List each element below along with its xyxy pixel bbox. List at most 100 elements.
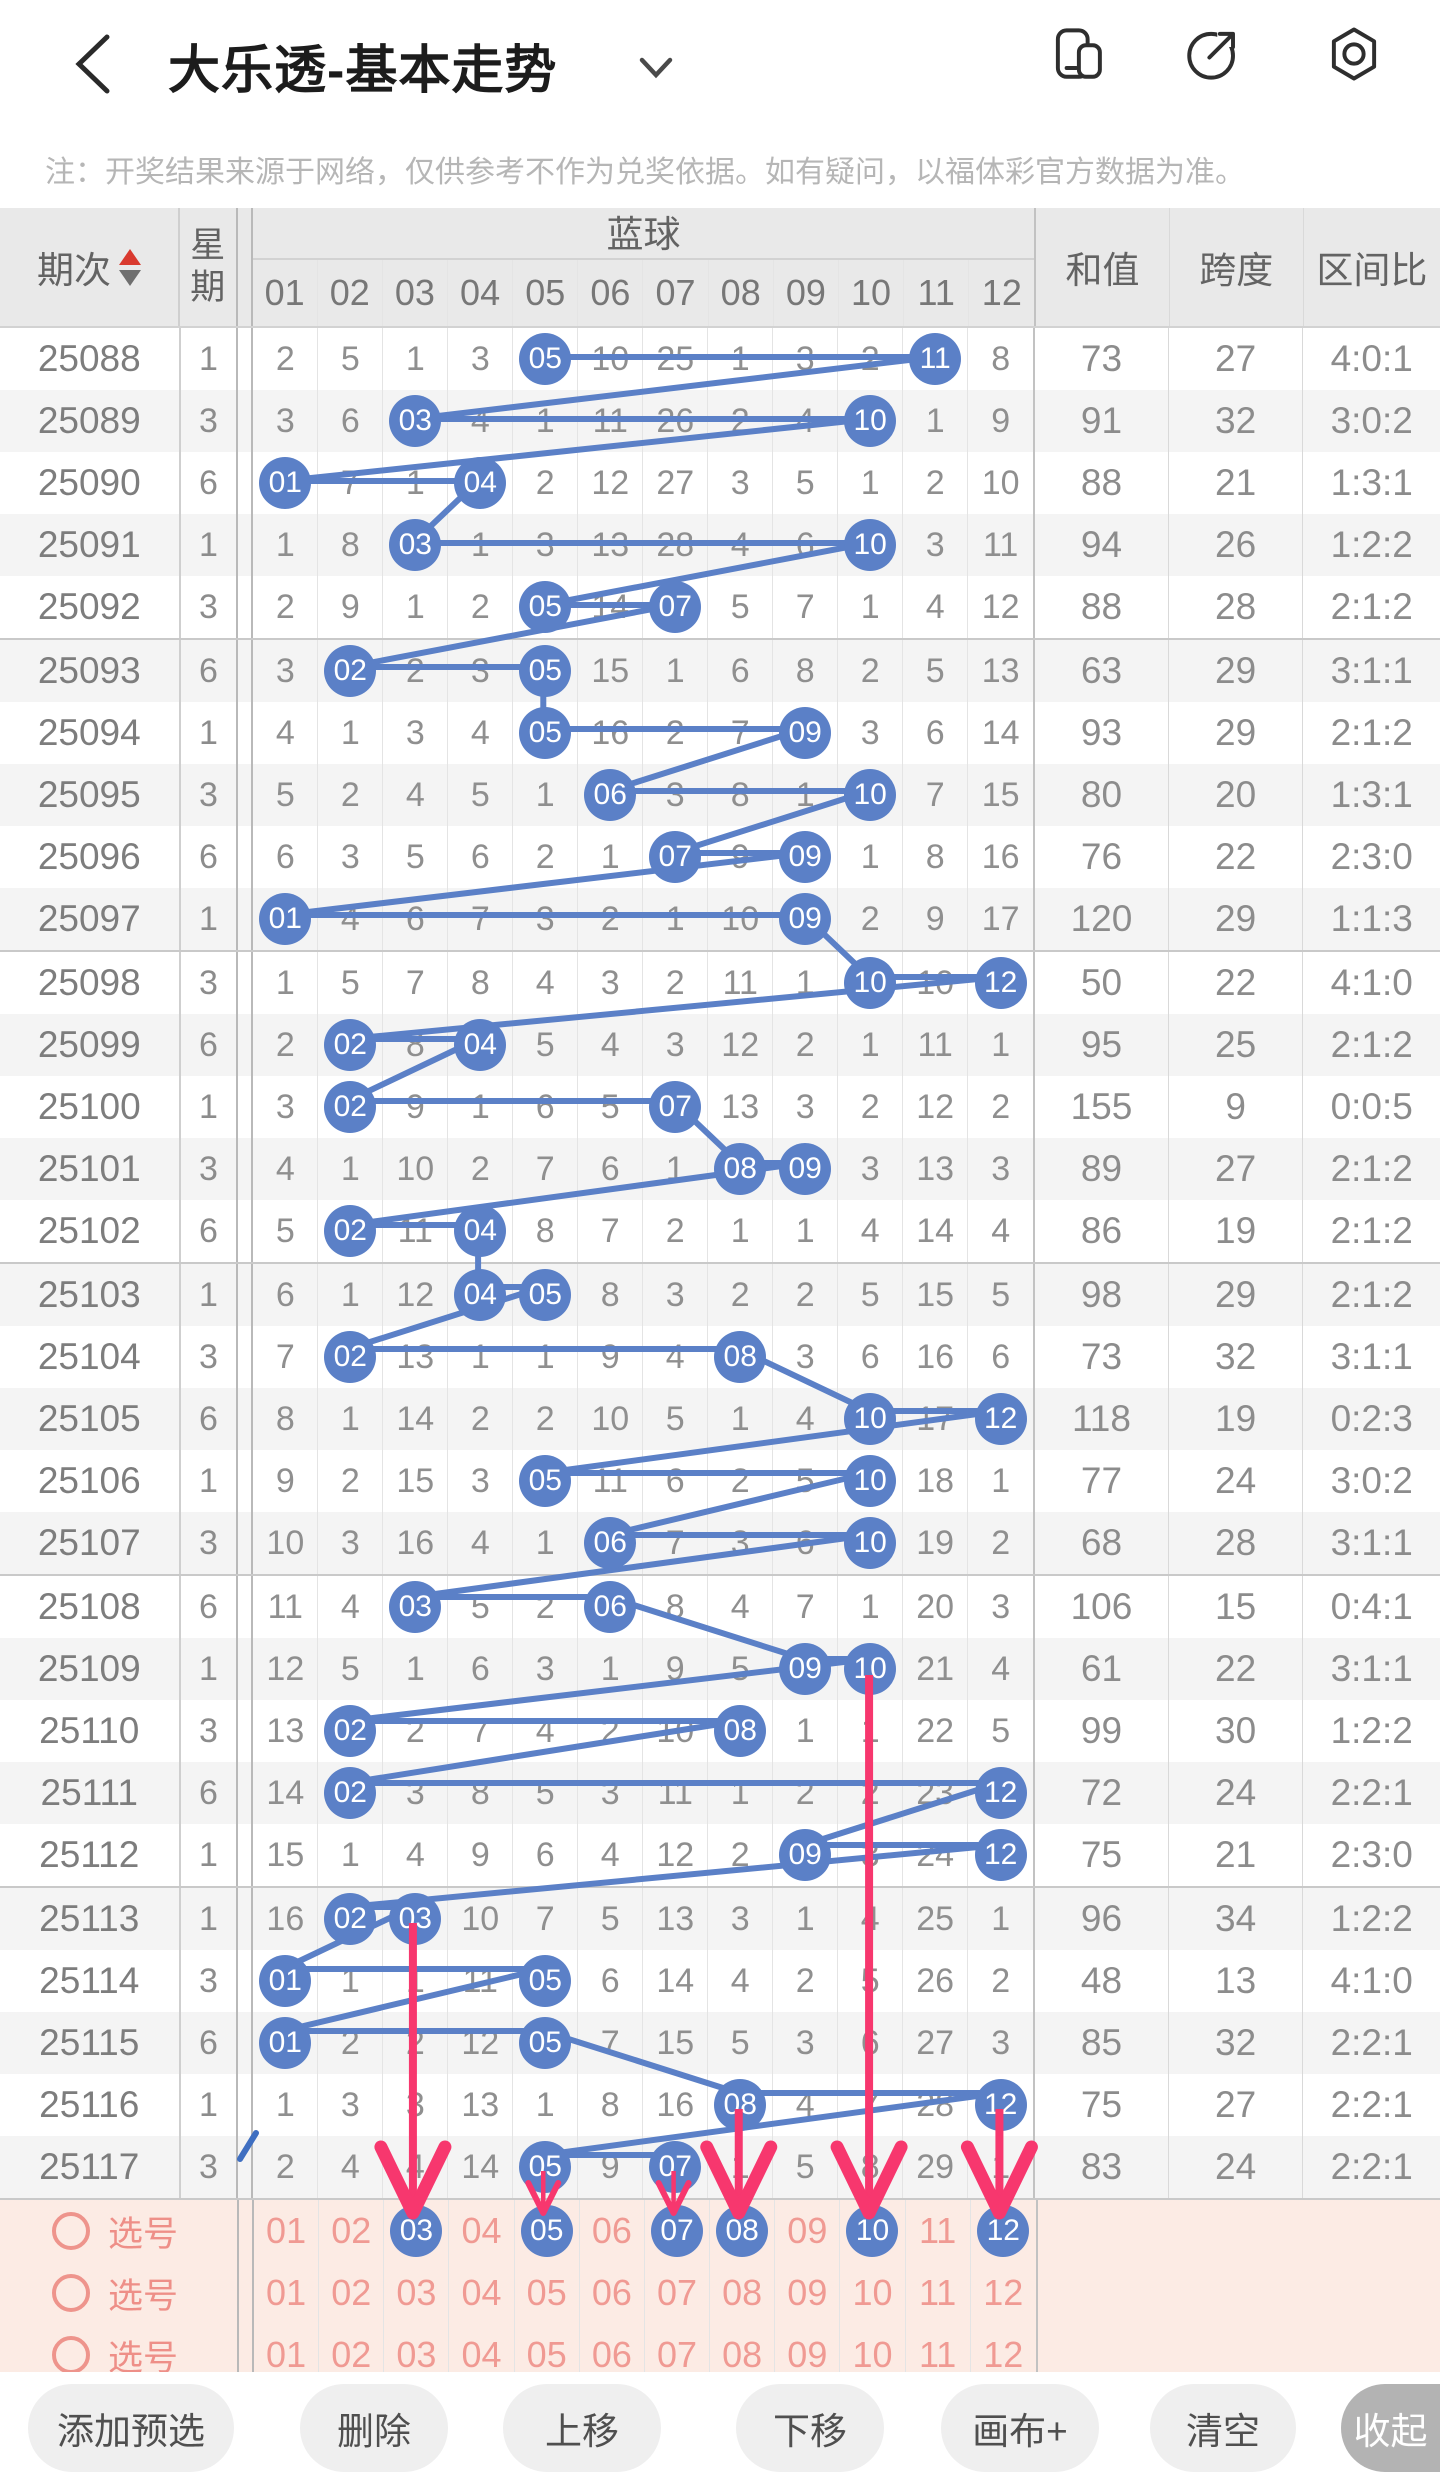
- hit-cell: 12: [968, 1388, 1033, 1450]
- selection-number-cell[interactable]: 03: [384, 2200, 450, 2262]
- selection-number-cell[interactable]: 12: [971, 2200, 1036, 2262]
- selection-number-cell[interactable]: 11: [906, 2200, 971, 2262]
- miss-count-cell: 1: [643, 1138, 709, 1200]
- selection-number-cell[interactable]: 08: [710, 2200, 776, 2262]
- selection-number-cell[interactable]: 12: [983, 2334, 1024, 2375]
- hit-cell: 10: [838, 1512, 904, 1574]
- selection-number-cell[interactable]: 05: [515, 2324, 580, 2386]
- miss-count-cell: 1: [383, 1950, 449, 2012]
- period-header[interactable]: 期次: [0, 208, 180, 326]
- period-cell: 25095: [0, 764, 181, 826]
- ratio-cell: 3:1:1: [1302, 640, 1440, 702]
- selection-number-cell[interactable]: 01: [254, 2262, 320, 2324]
- selected-ball[interactable]: 12: [977, 2205, 1030, 2257]
- selection-number-cell[interactable]: 04: [449, 2324, 515, 2386]
- hit-cell: 03: [383, 390, 449, 452]
- miss-count-cell: 2: [513, 1576, 579, 1638]
- selection-number-cell[interactable]: 05: [515, 2200, 580, 2262]
- miss-count-cell: 3: [643, 1014, 709, 1076]
- column-divider: [236, 452, 254, 514]
- selected-ball[interactable]: 08: [716, 2205, 769, 2257]
- week-cell: 1: [198, 339, 218, 378]
- miss-count-cell: 2: [448, 1138, 514, 1200]
- selection-number-cell[interactable]: 01: [254, 2324, 320, 2386]
- selection-number-cell[interactable]: 06: [580, 2262, 645, 2324]
- add-preselect-button[interactable]: 添加预选: [28, 2384, 234, 2472]
- selection-number-cell[interactable]: 03: [384, 2262, 450, 2324]
- miss-count-cell: 25: [643, 328, 709, 390]
- span-cell: 22: [1167, 1638, 1303, 1700]
- sort-icon[interactable]: [118, 248, 141, 286]
- selection-number-cell[interactable]: 02: [319, 2324, 385, 2386]
- settings-icon[interactable]: [1326, 26, 1382, 82]
- miss-count-cell: 10: [578, 1388, 644, 1450]
- span-cell: 24: [1167, 2136, 1303, 2198]
- column-divider: [236, 1824, 254, 1886]
- span-cell: 25: [1167, 1014, 1303, 1076]
- clear-button[interactable]: 清空: [1150, 2384, 1296, 2472]
- selection-number-cell[interactable]: 12: [983, 2272, 1024, 2313]
- selection-number-cell[interactable]: 07: [645, 2262, 711, 2324]
- selection-number-cell[interactable]: 08: [710, 2262, 776, 2324]
- canvas-button[interactable]: 画布+: [941, 2384, 1099, 2472]
- miss-count-cell: 1: [773, 1200, 839, 1262]
- sum-cell: 80: [1033, 764, 1168, 826]
- miss-count-cell: 1: [991, 1461, 1011, 1500]
- back-icon[interactable]: [70, 32, 114, 96]
- selected-ball[interactable]: 03: [390, 2205, 443, 2257]
- selection-number-cell[interactable]: 09: [775, 2262, 841, 2324]
- hit-ball: 04: [454, 457, 507, 509]
- sum-cell: 77: [1033, 1450, 1168, 1512]
- move-up-button[interactable]: 上移: [503, 2384, 661, 2472]
- share-icon[interactable]: [1184, 26, 1240, 82]
- hit-ball: 10: [844, 1393, 897, 1445]
- sum-cell: 73: [1033, 1326, 1168, 1388]
- selection-number-cell[interactable]: 01: [254, 2200, 320, 2262]
- miss-count-cell: 1: [383, 452, 449, 514]
- radio-button[interactable]: [52, 2336, 90, 2374]
- miss-count-cell: 5: [773, 1450, 839, 1512]
- selection-number-cell[interactable]: 10: [840, 2200, 906, 2262]
- selection-number-cell[interactable]: 03: [384, 2324, 450, 2386]
- selection-number-cell[interactable]: 08: [710, 2324, 776, 2386]
- selection-number-cell[interactable]: 10: [840, 2324, 906, 2386]
- multi-window-icon[interactable]: [1050, 26, 1106, 82]
- hit-cell: 12: [968, 2074, 1033, 2136]
- sum-cell: 86: [1033, 1200, 1168, 1262]
- selection-number-cell[interactable]: 11: [906, 2262, 971, 2324]
- selection-number-cell[interactable]: 04: [449, 2262, 515, 2324]
- miss-count-cell: 10: [643, 1700, 709, 1762]
- radio-button[interactable]: [52, 2274, 90, 2312]
- selection-number-cell[interactable]: 09: [775, 2324, 841, 2386]
- miss-count-cell: 1: [448, 1326, 514, 1388]
- selection-number-cell[interactable]: 07: [645, 2324, 711, 2386]
- selection-number-cell[interactable]: 11: [906, 2324, 971, 2386]
- miss-count-cell: 5: [708, 576, 774, 638]
- hit-cell: 12: [968, 1762, 1033, 1824]
- selected-ball[interactable]: 10: [846, 2205, 899, 2257]
- hit-ball: 03: [389, 519, 442, 571]
- chevron-down-icon[interactable]: [638, 56, 674, 80]
- miss-count-cell: 16: [383, 1512, 449, 1574]
- hit-ball: 07: [649, 831, 702, 883]
- selection-number-cell[interactable]: 10: [840, 2262, 906, 2324]
- selection-number-cell[interactable]: 06: [580, 2200, 645, 2262]
- selection-number-cell[interactable]: 07: [645, 2200, 711, 2262]
- trend-table: 期次 星期 蓝球 01 02 03 04 05 06 07 08 09 10 11 12 和值 跨度 …: [0, 208, 1440, 2386]
- move-down-button[interactable]: 下移: [736, 2384, 884, 2472]
- hit-cell: 09: [773, 1638, 839, 1700]
- selection-number-cell[interactable]: 05: [515, 2262, 580, 2324]
- selected-ball[interactable]: 07: [651, 2205, 704, 2257]
- selection-number-cell[interactable]: 06: [580, 2324, 645, 2386]
- selection-number-cell[interactable]: 04: [449, 2200, 515, 2262]
- collapse-button[interactable]: 收起: [1341, 2384, 1440, 2472]
- hit-cell: 12: [968, 952, 1033, 1014]
- selection-number-cell[interactable]: 02: [319, 2262, 385, 2324]
- delete-button[interactable]: 删除: [300, 2384, 448, 2472]
- radio-button[interactable]: [52, 2212, 90, 2250]
- hit-cell: 05: [513, 2136, 579, 2198]
- selected-ball[interactable]: 05: [520, 2205, 573, 2257]
- selection-number-cell[interactable]: 02: [319, 2200, 385, 2262]
- selection-number-cell[interactable]: 09: [775, 2200, 841, 2262]
- miss-count-cell: 6: [448, 826, 514, 888]
